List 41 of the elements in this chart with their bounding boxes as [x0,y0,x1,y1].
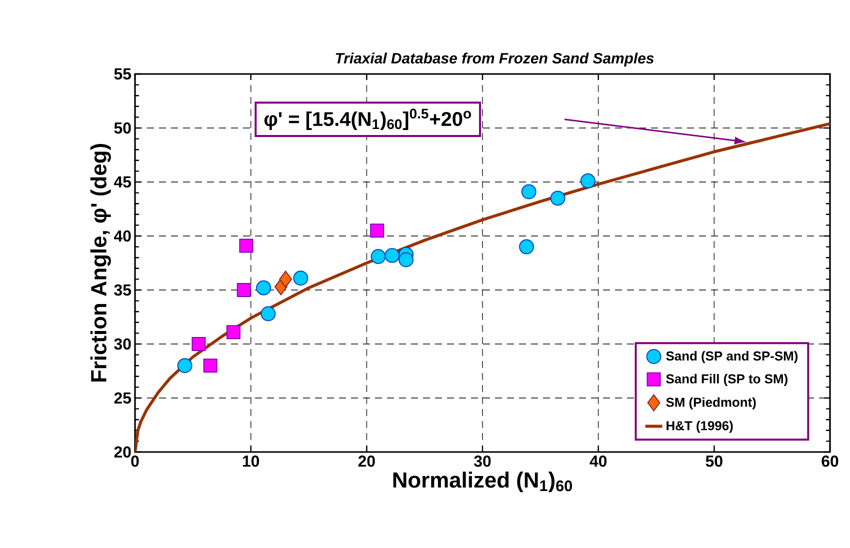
legend-label: Sand (SP and SP-SM) [666,351,798,364]
point [256,280,272,296]
legend-label: SM (Piedmont) [666,397,756,410]
x-tick-label: 0 [131,456,139,467]
point [521,184,536,200]
chart-title: Triaxial Database from Frozen Sand Samples [336,52,654,66]
y-tick-label: 25 [114,392,132,404]
x-tick-label: 40 [590,456,607,467]
point [384,248,400,263]
point [370,249,386,264]
y-tick-label: 45 [114,176,132,188]
x-axis-title: Normalized (N$_{1}$)$_{60}$ [393,472,572,492]
legend-label: Sand Fill (SP to SM) [666,374,788,386]
point [398,252,414,268]
point [580,173,596,188]
point [203,358,218,373]
x-tick-label: 30 [474,456,491,467]
point [279,270,292,288]
point [260,306,276,322]
x-tick-label: 20 [358,456,375,467]
point [226,325,240,340]
x-tick-label: 50 [706,456,722,467]
x-tick-label: 10 [242,456,260,467]
point [236,282,251,297]
y-tick-label: 55 [114,68,132,80]
point [519,239,534,254]
x-tick-label: 60 [822,456,838,467]
y-axis-title: Friction Angle, φ' (deg) [90,144,111,382]
y-tick-label: 35 [114,284,132,296]
y-tick-label: 30 [114,338,131,350]
point [192,336,206,351]
point [550,190,566,206]
y-tick-label: 40 [114,230,131,242]
y-tick-label: 20 [114,446,131,458]
point [177,358,192,374]
point [239,238,254,253]
legend-label: H&T (1996) [666,420,733,433]
y-tick-label: 50 [114,122,131,134]
point [370,224,384,238]
point [293,270,308,286]
annotation: φ' = [15.4(N$_{1}$)$_{60}$]$^{0.5}$+20$^{o}$ [264,108,471,130]
